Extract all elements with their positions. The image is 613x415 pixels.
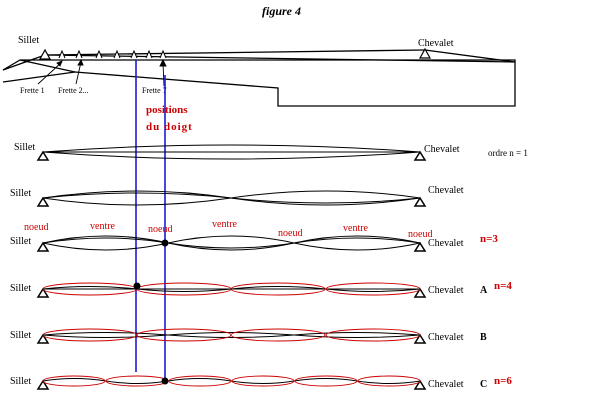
n3-noeud-1: noeud [24,222,48,233]
mode-row-b: Sillet Chevalet B [10,328,487,344]
row1-right-label: Chevalet [424,144,460,155]
row6-mark: C [480,379,487,390]
nut-triangle [38,48,52,60]
row2-right-label: Chevalet [428,185,464,196]
row3-left-label: Sillet [10,236,31,247]
row6-left-label: Sillet [10,376,31,387]
figure-title: figure 4 [262,4,301,18]
n3-noeud-2: noeud [148,224,172,235]
node-dot-n4 [133,282,141,290]
bridge-label: Chevalet [418,38,454,49]
fret7-label: Frette 7 [142,86,167,95]
node-dot-n3 [161,239,169,247]
row1-left-label: Sillet [14,142,35,153]
row2-left-label: Sillet [10,188,31,199]
row6-order-label: n=6 [494,375,512,387]
fret-arrows [37,58,167,87]
finger-label-line1: positions [146,104,188,116]
guitar-neck [2,49,516,107]
n3-ventre-2: ventre [212,219,238,230]
mode-row-n6: Sillet Chevalet C n=6 [10,375,512,390]
mode-row-n1: Sillet Chevalet ordre n = 1 [14,142,528,161]
row3-right-label: Chevalet [428,238,464,249]
bridge-triangle [418,47,432,59]
row5-mark: B [480,332,487,343]
n3-noeud-4: noeud [408,229,432,240]
node-dot-n6 [161,377,169,385]
mode-row-n3: Sillet Chevalet n=3 noeud ventre noeud v… [10,219,498,252]
fret2-label: Frette 2... [58,86,89,95]
row1-order-label: ordre n = 1 [488,148,528,158]
frets [58,49,167,59]
row4-left-label: Sillet [10,283,31,294]
nut-label: Sillet [18,35,39,46]
row3-order-label: n=3 [480,233,498,245]
n3-ventre-3: ventre [343,223,369,234]
mode-row-n4: Sillet Chevalet A n=4 [10,280,512,298]
row5-left-label: Sillet [10,330,31,341]
finger-label-line2: du doigt [146,121,193,133]
n3-noeud-3: noeud [278,228,302,239]
mode-row-n2: Sillet Chevalet [10,185,464,207]
row4-right-label: Chevalet [428,285,464,296]
fret1-label: Frette 1 [20,86,45,95]
row6-right-label: Chevalet [428,379,464,390]
row4-mark: A [480,285,488,296]
row5-right-label: Chevalet [428,332,464,343]
row4-order-label: n=4 [494,280,512,292]
n3-ventre-1: ventre [90,221,116,232]
